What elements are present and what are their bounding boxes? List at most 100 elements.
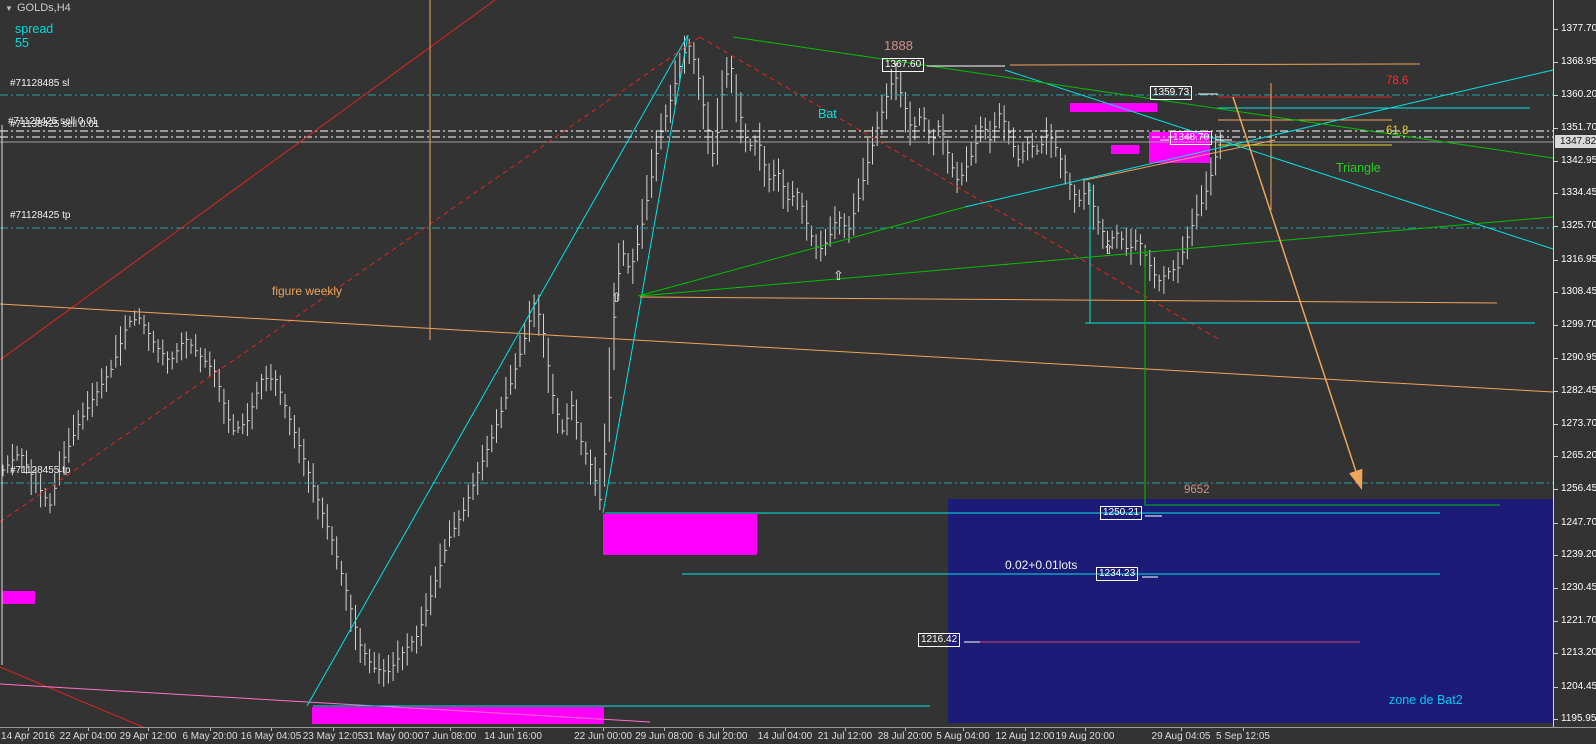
price-axis-tick xyxy=(1554,489,1558,490)
orange-mid xyxy=(639,296,1498,304)
time-axis-tick xyxy=(785,728,786,731)
chart-canvas xyxy=(0,0,1553,727)
time-axis-tick xyxy=(271,728,272,731)
orange-diag-short xyxy=(1084,139,1276,181)
orange-top xyxy=(1009,63,1421,66)
magenta-rect-mid[interactable] xyxy=(603,514,757,555)
time-axis-tick xyxy=(88,728,89,731)
price-axis-label: 1308.45 xyxy=(1561,286,1596,297)
magenta-rect-left[interactable] xyxy=(2,591,35,604)
time-axis-tick xyxy=(333,728,334,731)
time-axis-tick xyxy=(1181,728,1182,731)
time-axis-label: 16 May 04:05 xyxy=(240,731,302,742)
orange-arrowhead-icon xyxy=(1349,468,1363,490)
green-asc-short xyxy=(637,206,966,297)
orange-channel xyxy=(0,303,1553,393)
price-axis-label: 1299.70 xyxy=(1561,319,1596,330)
price-axis-tick xyxy=(1554,62,1558,63)
green-desc-peak xyxy=(732,36,1553,159)
time-axis-label: 14 Jun 16:00 xyxy=(484,731,542,742)
time-axis-label: 14 Jul 04:00 xyxy=(757,731,813,742)
price-axis-label: 1239.20 xyxy=(1561,549,1596,560)
price-axis-label: 1360.20 xyxy=(1561,89,1596,100)
time-axis-label: 12 Aug 12:00 xyxy=(995,731,1055,742)
time-axis-label: 29 Aug 04:05 xyxy=(1151,731,1211,742)
magenta-rect-bottom[interactable] xyxy=(312,707,604,724)
price-axis-label: 1290.95 xyxy=(1561,352,1596,363)
time-axis[interactable]: 14 Apr 2016 22 Apr 04:00 29 Apr 12:00 6 May… xyxy=(0,727,1596,744)
green-asc-long xyxy=(639,216,1553,297)
time-axis-label: 22 Jun 00:00 xyxy=(574,731,632,742)
price-axis-tick xyxy=(1554,95,1558,96)
price-axis-tick xyxy=(1554,358,1558,359)
price-axis-tick xyxy=(1554,523,1558,524)
price-axis-tick xyxy=(1554,193,1558,194)
time-axis-label: 22 Apr 04:00 xyxy=(59,731,117,742)
time-axis-label: 31 May 00:00 xyxy=(362,731,424,742)
red-dash-asc xyxy=(0,36,701,523)
cyan-impulse-2 xyxy=(602,34,689,514)
price-axis-tick xyxy=(1554,292,1558,293)
time-axis-tick xyxy=(603,728,604,731)
price-axis-tick xyxy=(1554,226,1558,227)
time-axis-label: 29 Jun 08:00 xyxy=(635,731,693,742)
price-axis-tick xyxy=(1554,325,1558,326)
time-axis-tick xyxy=(1085,728,1086,731)
price-axis-tick xyxy=(1554,687,1558,688)
price-axis-label: 1316.95 xyxy=(1561,254,1596,265)
price-axis-label: 1334.45 xyxy=(1561,187,1596,198)
pink-trend xyxy=(0,683,651,723)
time-axis-tick xyxy=(723,728,724,731)
price-axis-label: 1247.70 xyxy=(1561,517,1596,528)
price-axis-label: 1368.95 xyxy=(1561,56,1596,67)
time-axis-tick xyxy=(28,728,29,731)
time-axis-label: 23 May 12:05 xyxy=(302,731,364,742)
time-axis-tick xyxy=(210,728,211,731)
time-axis-tick xyxy=(148,728,149,731)
cyan-asc xyxy=(964,69,1553,208)
price-axis-tick xyxy=(1554,161,1558,162)
price-axis-tick xyxy=(1554,391,1558,392)
price-axis-label: 1265.20 xyxy=(1561,450,1596,461)
red-trend-bottom xyxy=(0,666,145,727)
price-axis-tick xyxy=(1554,456,1558,457)
time-axis-tick xyxy=(1243,728,1244,731)
time-axis-tick xyxy=(664,728,665,731)
time-axis-tick xyxy=(393,728,394,731)
chart-area[interactable]: #71128485 sl #71128425 sell 0.01 #71138425… xyxy=(0,0,1553,727)
price-axis-label: 1230.45 xyxy=(1561,582,1596,593)
price-axis-label: 1273.70 xyxy=(1561,418,1596,429)
time-axis-tick xyxy=(1025,728,1026,731)
price-axis-label: 1377.70 xyxy=(1561,23,1596,34)
time-axis-tick xyxy=(450,728,451,731)
price-axis-label: 1204.45 xyxy=(1561,681,1596,692)
price-axis-tick xyxy=(1554,588,1558,589)
price-axis-label: 1342.95 xyxy=(1561,155,1596,166)
red-dash-desc xyxy=(699,36,1221,341)
time-axis-tick xyxy=(513,728,514,731)
candlesticks xyxy=(2,35,1223,687)
orange-down-arrow[interactable] xyxy=(1232,96,1357,472)
price-axis[interactable]: 1347.82 1377.70 1368.95 1360.20 1351.70 1342… xyxy=(1553,0,1596,727)
price-axis-label: 1221.70 xyxy=(1561,615,1596,626)
magenta-rect-r1[interactable] xyxy=(1070,103,1157,112)
price-axis-label: 1213.20 xyxy=(1561,647,1596,658)
time-axis-tick xyxy=(963,728,964,731)
price-axis-tick xyxy=(1554,29,1558,30)
price-axis-tick xyxy=(1554,621,1558,622)
time-axis-label: 5 Aug 04:00 xyxy=(936,731,990,742)
cyan-impulse-1 xyxy=(306,34,689,707)
cyan-desc xyxy=(1004,69,1553,250)
price-axis-label: 1256.45 xyxy=(1561,483,1596,494)
price-axis-tick xyxy=(1554,653,1558,654)
bat2-zone xyxy=(948,499,1553,723)
price-axis-tick xyxy=(1554,260,1558,261)
time-axis-label: 19 Aug 20:00 xyxy=(1055,731,1115,742)
price-axis-tick xyxy=(1554,719,1558,720)
time-axis-label: 21 Jul 12:00 xyxy=(817,731,873,742)
chart-dropdown-icon[interactable]: ▼ xyxy=(5,4,13,13)
time-axis-label: 6 May 20:00 xyxy=(182,731,238,742)
time-axis-tick xyxy=(845,728,846,731)
magenta-rect-r3[interactable] xyxy=(1111,145,1139,154)
